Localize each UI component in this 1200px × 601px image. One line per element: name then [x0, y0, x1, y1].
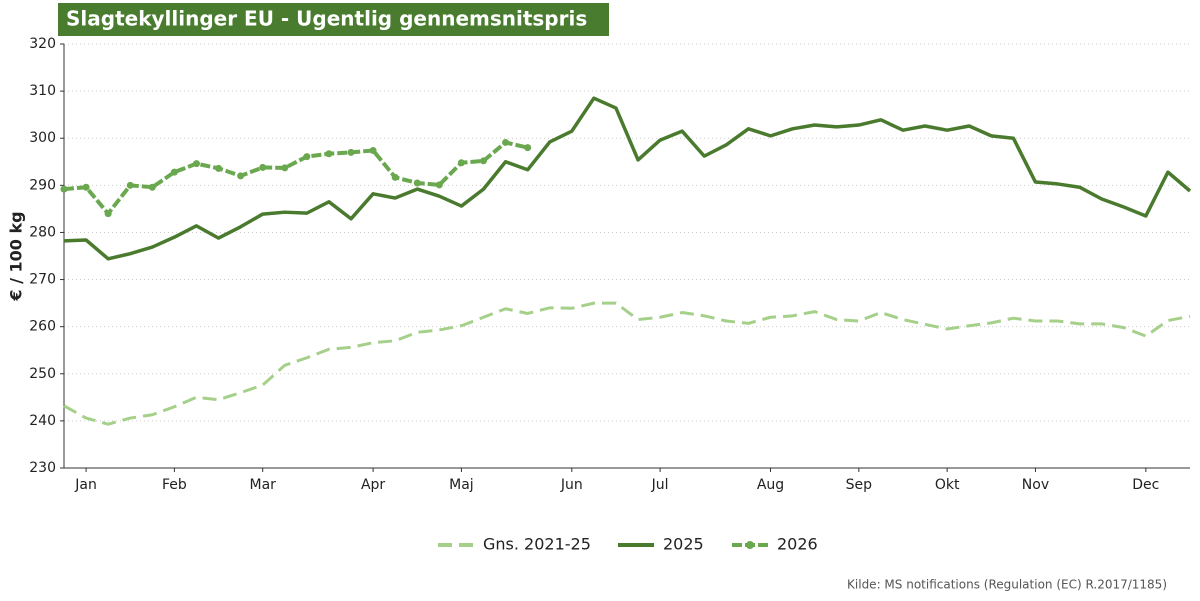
- y-tick-label: 230: [29, 460, 56, 476]
- series-marker: [479, 157, 487, 165]
- series-marker: [524, 144, 532, 152]
- legend-label: 2025: [663, 535, 704, 554]
- y-axis-label: € / 100 kg: [7, 211, 26, 301]
- series-marker: [347, 148, 355, 156]
- x-tick-label: Sep: [846, 477, 873, 493]
- x-tick-label: Jun: [560, 477, 583, 493]
- y-tick-label: 280: [29, 224, 56, 240]
- series-marker: [126, 181, 134, 189]
- title-box: [58, 3, 609, 36]
- x-tick-label: Okt: [935, 477, 960, 493]
- x-tick-label: Nov: [1022, 477, 1049, 493]
- legend-label: 2026: [777, 535, 818, 554]
- series-marker: [413, 179, 421, 187]
- series-marker: [281, 164, 289, 172]
- x-tick-label: Jul: [651, 477, 669, 493]
- source-note: Kilde: MS notifications (Regulation (EC)…: [847, 578, 1167, 592]
- x-tick-label: Jan: [74, 477, 97, 493]
- series-marker: [82, 183, 90, 191]
- legend-label: Gns. 2021-25: [483, 535, 591, 554]
- x-tick-label: Mar: [249, 477, 276, 493]
- series-marker: [237, 172, 245, 180]
- y-tick-label: 320: [29, 36, 56, 52]
- y-tick-label: 310: [29, 83, 56, 99]
- legend-marker: [746, 541, 754, 549]
- y-tick-label: 240: [29, 413, 56, 429]
- y-tick-label: 270: [29, 272, 56, 288]
- series-marker: [369, 146, 377, 154]
- series-marker: [170, 168, 178, 176]
- series-marker: [502, 138, 510, 146]
- chart-title: Slagtekyllinger EU - Ugentlig gennemsnit…: [66, 7, 587, 31]
- series-marker: [303, 153, 311, 161]
- x-tick-label: Maj: [449, 477, 474, 493]
- series-line: [63, 140, 529, 216]
- series-line: [63, 301, 1191, 426]
- series-marker: [457, 159, 465, 167]
- series-marker: [60, 185, 68, 193]
- y-tick-label: 300: [29, 130, 56, 146]
- series-marker: [259, 163, 267, 171]
- series-line: [63, 96, 1192, 261]
- x-tick-label: Apr: [361, 477, 385, 493]
- series-marker: [148, 183, 156, 191]
- x-tick-label: Aug: [757, 477, 784, 493]
- series-marker: [391, 173, 399, 181]
- series-marker: [325, 150, 333, 158]
- series-marker: [435, 181, 443, 189]
- series-marker: [104, 210, 112, 218]
- series-marker: [192, 160, 200, 168]
- y-tick-label: 250: [29, 366, 56, 382]
- x-tick-label: Dec: [1132, 477, 1159, 493]
- series-marker: [215, 164, 223, 172]
- y-tick-label: 290: [29, 177, 56, 193]
- y-tick-label: 260: [29, 319, 56, 335]
- x-tick-label: Feb: [162, 477, 187, 493]
